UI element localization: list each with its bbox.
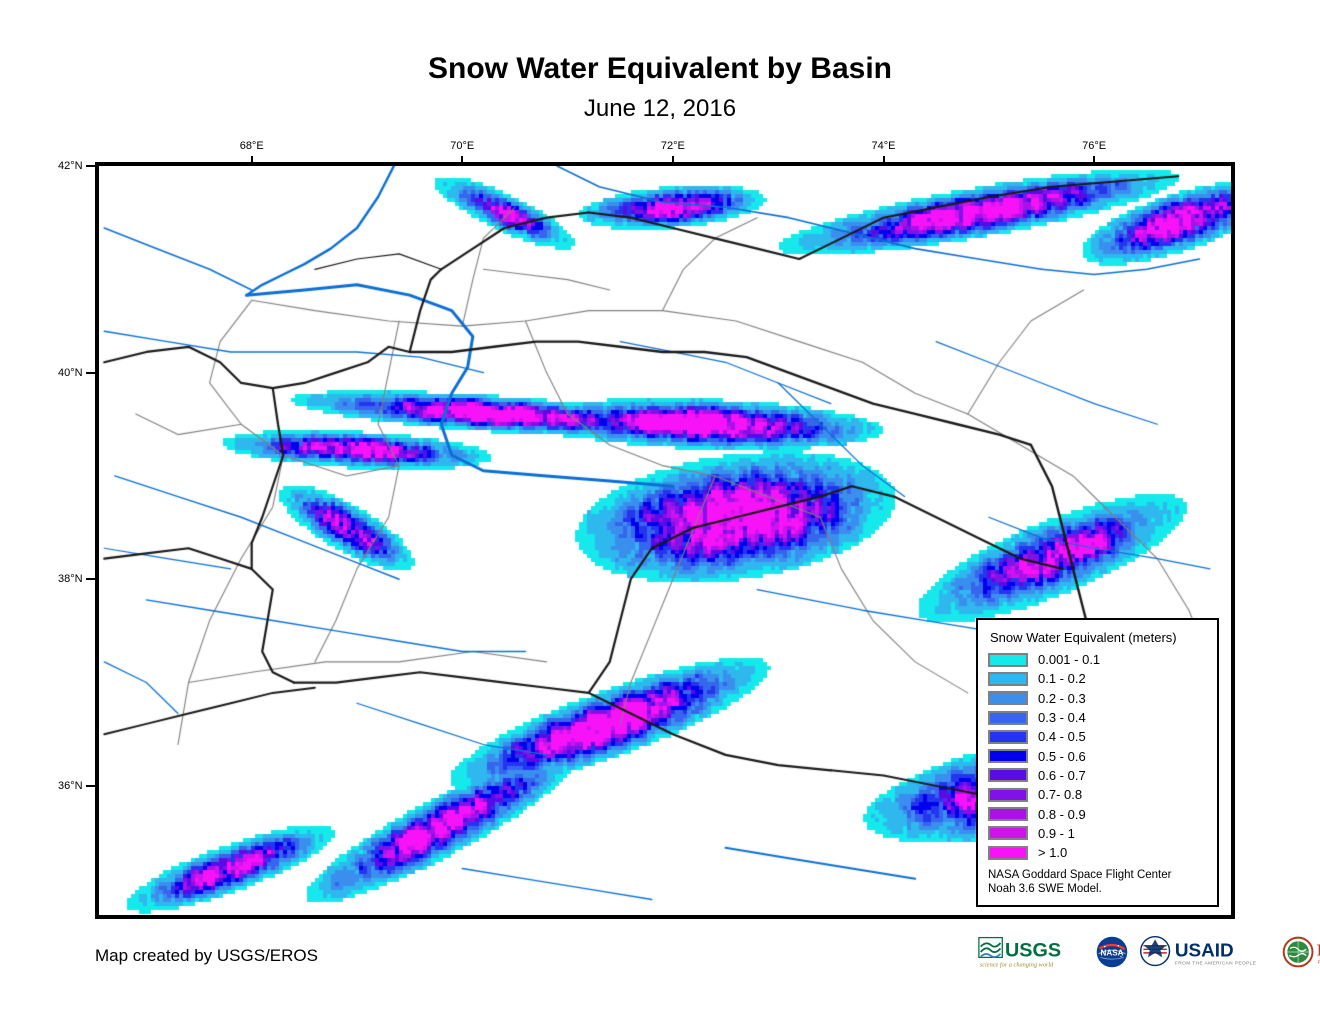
lon-tick-72: [671, 156, 674, 166]
lat-label-36: 36°N: [58, 779, 83, 792]
lon-tick-76: [1093, 156, 1096, 166]
legend-label: 0.5 - 0.6: [1038, 748, 1086, 764]
legend-credit-line-1: NASA Goddard Space Flight Center: [988, 869, 1172, 882]
footer-credit: Map created by USGS/EROS: [95, 946, 318, 965]
legend-label: > 1.0: [1038, 845, 1068, 861]
legend-swatch: [988, 768, 1028, 783]
legend-swatch: [988, 652, 1028, 667]
lon-label-74: 74°E: [871, 140, 896, 152]
legend-title: Snow Water Equivalent (meters): [990, 630, 1177, 645]
svg-text:FAMINE EARLY WARNING SYSTEMS N: FAMINE EARLY WARNING SYSTEMS NETWORK: [1318, 960, 1320, 965]
legend-swatch: [988, 691, 1028, 706]
svg-text:FROM THE AMERICAN PEOPLE: FROM THE AMERICAN PEOPLE: [1175, 961, 1257, 967]
legend-row: > 1.0: [988, 843, 1207, 862]
lon-label-76: 76°E: [1082, 140, 1107, 152]
legend-credit-line-2: Noah 3.6 SWE Model.: [988, 883, 1102, 896]
legend-label: 0.2 - 0.3: [1038, 690, 1086, 706]
legend-label: 0.7- 0.8: [1038, 787, 1083, 803]
lat-label-40: 40°N: [58, 366, 83, 379]
legend-label: 0.6 - 0.7: [1038, 767, 1086, 783]
nasa-logo: NASA: [1096, 936, 1128, 968]
legend-label: 0.1 - 0.2: [1038, 671, 1086, 687]
lon-label-72: 72°E: [660, 140, 685, 152]
lon-label-70: 70°E: [450, 140, 475, 152]
lat-tick-36: [86, 784, 96, 787]
legend-swatch: [988, 749, 1028, 764]
lon-label-68: 68°E: [239, 140, 264, 152]
lon-tick-74: [882, 156, 885, 166]
lat-tick-38: [86, 578, 96, 581]
lon-tick-68: [250, 156, 253, 166]
page-title: Snow Water Equivalent by Basin: [428, 52, 892, 85]
legend-row: 0.9 - 1: [988, 824, 1207, 843]
legend-row: 0.4 - 0.5: [988, 727, 1207, 746]
lat-label-38: 38°N: [58, 573, 83, 586]
lat-tick-42: [86, 165, 96, 167]
legend-row: 0.8 - 0.9: [988, 804, 1207, 823]
svg-text:USGS: USGS: [1005, 940, 1061, 962]
legend-label: 0.3 - 0.4: [1038, 710, 1086, 726]
legend-row: 0.6 - 0.7: [988, 766, 1207, 785]
legend-swatch: [988, 787, 1028, 802]
usaid-logo: USAID FROM THE AMERICAN PEOPLE: [1139, 935, 1257, 967]
svg-text:FEWS NET: FEWS NET: [1317, 941, 1320, 960]
legend-swatch: [988, 807, 1028, 822]
svg-text:NASA: NASA: [1101, 949, 1124, 958]
page-subtitle: June 12, 2016: [583, 95, 737, 122]
legend-swatch: [988, 845, 1028, 860]
legend-swatch: [988, 729, 1028, 744]
legend-credit: NASA Goddard Space Flight Center Noah 3.…: [988, 868, 1207, 896]
fewsnet-logo: FEWS NET FAMINE EARLY WARNING SYSTEMS NE…: [1282, 936, 1320, 968]
legend-label: 0.001 - 0.1: [1038, 652, 1101, 668]
usgs-logo: USGS science for a changing world: [978, 936, 1061, 968]
legend-row: 0.3 - 0.4: [988, 708, 1207, 727]
legend-swatch: [988, 710, 1028, 725]
svg-text:science for a changing world: science for a changing world: [980, 961, 1054, 968]
lat-tick-40: [86, 371, 96, 374]
lat-label-42: 42°N: [58, 160, 83, 172]
legend-row: 0.7- 0.8: [988, 785, 1207, 804]
svg-text:USAID: USAID: [1175, 941, 1234, 962]
legend-row: 0.001 - 0.1: [988, 650, 1207, 669]
legend-label: 0.9 - 1: [1038, 825, 1075, 841]
legend-row: 0.2 - 0.3: [988, 689, 1207, 708]
legend-row: 0.5 - 0.6: [988, 746, 1207, 765]
map-frame[interactable]: [95, 162, 1235, 919]
legend-label: 0.8 - 0.9: [1038, 806, 1086, 822]
legend-swatch: [988, 826, 1028, 841]
agency-logo-strip: USGS science for a changing world NASA U…: [978, 932, 1320, 972]
legend-row: 0.1 - 0.2: [988, 669, 1207, 688]
map-legend: Snow Water Equivalent (meters) 0.001 - 0…: [976, 618, 1219, 907]
lon-tick-70: [461, 156, 464, 166]
legend-swatch: [988, 671, 1028, 686]
legend-label: 0.4 - 0.5: [1038, 729, 1086, 745]
legend-class-list: 0.001 - 0.1 0.1 - 0.2 0.2 - 0.3 0.3 - 0.4 0.…: [988, 650, 1207, 862]
